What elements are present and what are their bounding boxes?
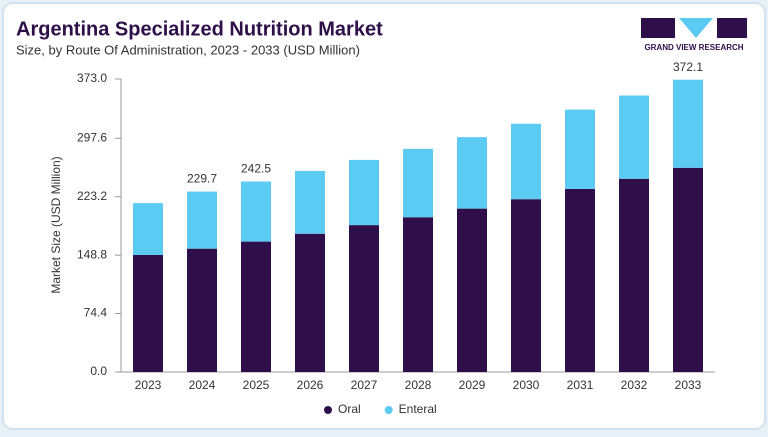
logo: GRAND VIEW RESEARCH (641, 18, 747, 52)
bar-segment (565, 188, 595, 372)
bar-segment (403, 217, 433, 372)
y-tick-label: 373.0 (77, 71, 107, 85)
bar-segment (241, 181, 271, 242)
bar-segment (295, 233, 325, 372)
total-label: 242.5 (241, 162, 271, 176)
logo-block (717, 18, 747, 38)
y-tick-label: 223.2 (77, 189, 107, 203)
logo-block (679, 18, 713, 38)
bar-segment (511, 199, 541, 372)
legend-label: Oral (338, 402, 361, 416)
bar-segment (187, 248, 217, 372)
bar-segment (619, 178, 649, 372)
bar-segment (403, 148, 433, 218)
chart-title: Argentina Specialized Nutrition Market (16, 18, 383, 40)
bar-segment (565, 109, 595, 189)
y-tick-label: 0.0 (90, 364, 107, 378)
x-tick-label: 2031 (567, 378, 594, 392)
y-axis-label: Market Size (USD Million) (49, 156, 63, 293)
legend-swatch (384, 406, 393, 414)
bar-segment (673, 79, 703, 168)
bar-segment (619, 95, 649, 179)
bar-segment (349, 225, 379, 372)
bar-segment (511, 123, 541, 200)
bar-segment (295, 170, 325, 234)
logo-text: GRAND VIEW RESEARCH (644, 43, 743, 52)
legend-swatch (324, 406, 332, 414)
total-label: 229.7 (187, 172, 217, 186)
x-tick-label: 2028 (405, 378, 432, 392)
logo-block (641, 18, 675, 38)
bar-segment (673, 167, 703, 372)
total-label: 372.1 (673, 60, 703, 74)
card (2, 2, 766, 430)
x-tick-label: 2033 (675, 378, 702, 392)
chart-subtitle: Size, by Route Of Administration, 2023 -… (16, 42, 360, 57)
legend-label: Enteral (399, 402, 437, 416)
y-tick-label: 74.4 (84, 306, 108, 320)
x-tick-label: 2025 (243, 378, 270, 392)
y-tick-label: 297.6 (77, 130, 107, 144)
x-tick-label: 2023 (135, 378, 162, 392)
x-tick-label: 2027 (351, 378, 378, 392)
bar-segment (133, 254, 163, 372)
bar-segment (133, 203, 163, 255)
y-tick-label: 148.8 (77, 247, 107, 261)
x-tick-label: 2029 (459, 378, 486, 392)
bar-segment (457, 208, 487, 372)
x-tick-label: 2024 (189, 378, 216, 392)
x-tick-label: 2030 (513, 378, 540, 392)
bar-segment (241, 241, 271, 372)
bar-segment (187, 191, 217, 249)
x-tick-label: 2026 (297, 378, 324, 392)
bar-segment (349, 159, 379, 226)
bar-segment (457, 137, 487, 209)
x-tick-label: 2032 (621, 378, 648, 392)
